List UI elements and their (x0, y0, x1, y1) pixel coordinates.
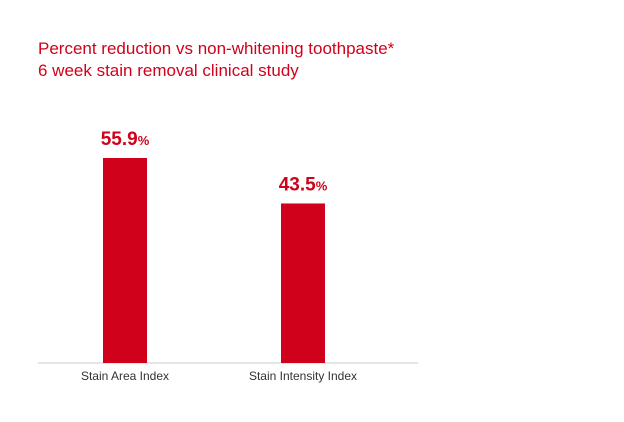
data-label: 43.5% (279, 174, 328, 195)
x-tick-label: Stain Area Index (81, 369, 169, 383)
chart-title: Percent reduction vs non-whitening tooth… (38, 38, 394, 82)
data-label: 55.9% (101, 129, 150, 150)
chart-title-line: Percent reduction vs non-whitening tooth… (38, 39, 395, 58)
chart-subtitle-line: 6 week stain removal clinical study (38, 61, 299, 80)
bar (103, 158, 147, 363)
x-tick-label: Stain Intensity Index (249, 369, 357, 383)
bar (281, 203, 325, 363)
